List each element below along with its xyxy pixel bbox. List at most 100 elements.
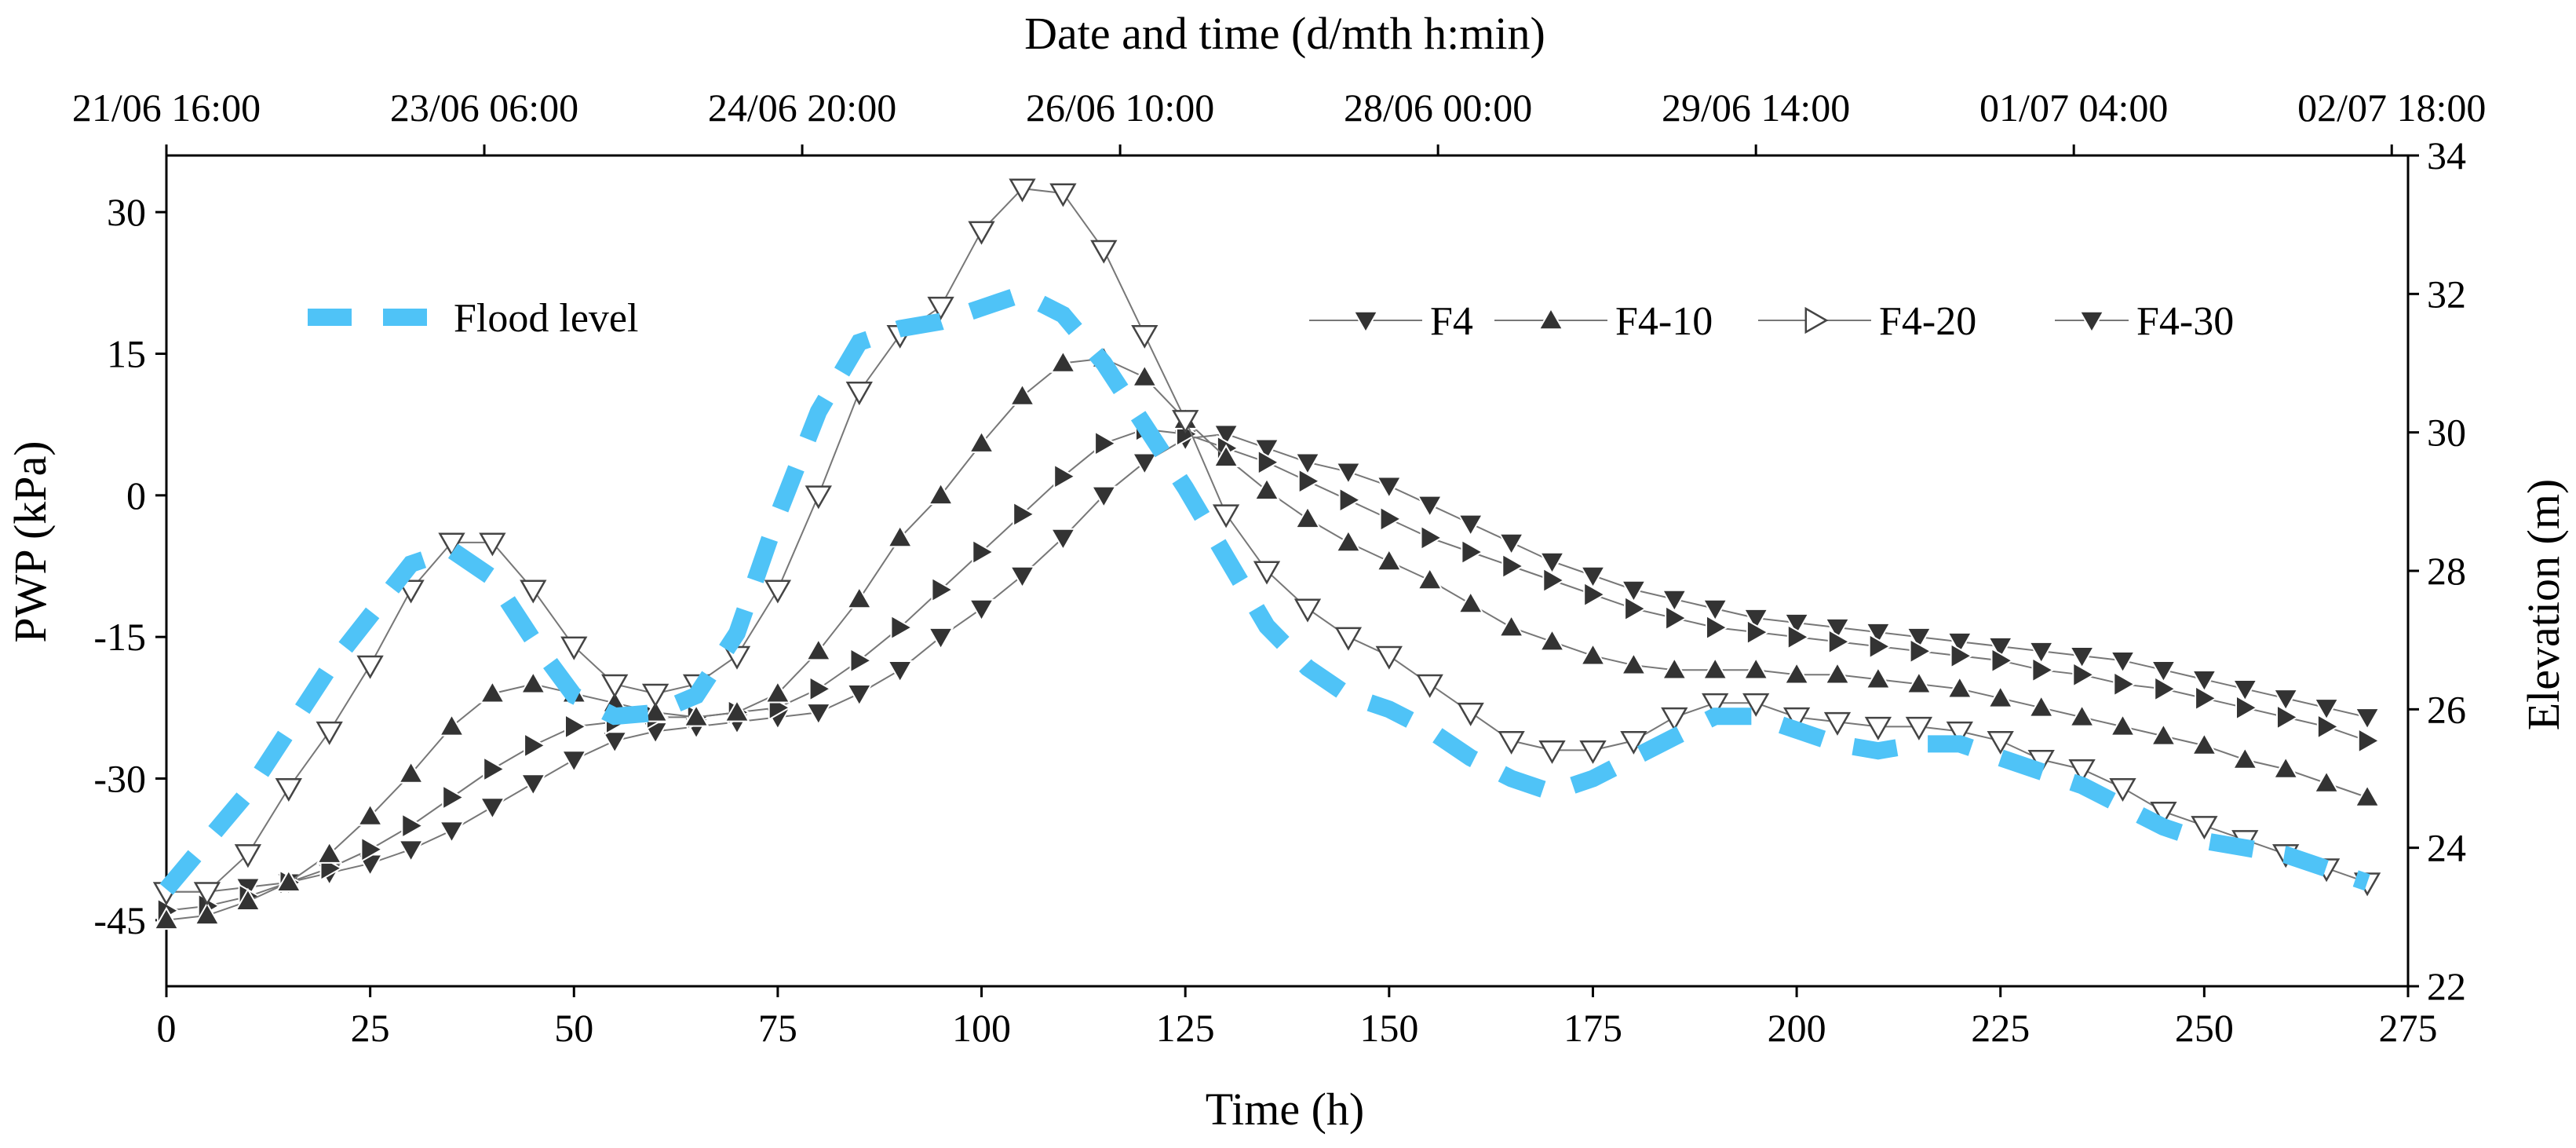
data-point [927,627,954,651]
data-point [1538,628,1566,652]
data-point [1827,628,1852,655]
data-point [846,586,873,609]
data-point [1457,590,1484,614]
data-point [641,683,670,707]
y-axis-title: PWP (kPa) [5,441,56,642]
data-point [1376,547,1403,572]
data-point [1379,506,1403,532]
data-point [1172,410,1199,434]
data-point [235,887,261,911]
data-point [1620,652,1647,675]
data-point [1213,444,1239,467]
data-point [2316,713,2341,740]
data-point [2231,679,2259,703]
legend-label: F4-20 [1879,299,1976,344]
data-point [1947,675,1973,699]
legend-entry-f4-30: F4-30 [2055,299,2234,344]
data-point [1624,595,1647,622]
data-point [397,839,425,863]
data-point [2354,784,2381,807]
data-point [972,539,995,565]
data-point [316,840,343,864]
data-point [2231,746,2259,770]
data-point [1824,661,1851,685]
top-axis-title: Date and time (d/mth h:min) [1024,8,1545,59]
data-point [886,524,914,548]
data-point [1947,631,1973,656]
data-point [479,797,506,821]
data-point [1294,505,1321,529]
y2-axis-title: Elevation (m) [2518,479,2569,731]
data-point [1782,707,1811,731]
legend: Flood level F4 F4-10 F4-20 F4-30 [308,296,2234,344]
data-point [2068,646,2096,670]
data-point [1946,721,1973,745]
y-tick-label: -45 [93,898,146,942]
data-point [1212,504,1240,528]
top-tick-label: 24/06 20:00 [708,86,896,130]
x-tick-label: 100 [952,1006,1011,1050]
legend-label: F4-10 [1615,299,1713,344]
data-point [890,614,914,641]
data-point [2068,704,2096,727]
legend-entry-f4-20: F4-20 [1758,299,1976,344]
x-tick-label: 150 [1359,1006,1418,1050]
data-point [1416,566,1443,590]
data-point [1498,614,1525,638]
data-point [397,579,425,604]
data-point [1297,468,1322,495]
data-point [2150,722,2177,746]
data-point [1987,685,2014,708]
x-tick-label: 0 [157,1006,177,1050]
data-point [845,382,873,406]
data-point [397,760,425,784]
data-point [1783,612,1810,637]
x-tick-label: 275 [2379,1006,2438,1050]
series-f4 [152,178,2381,906]
data-point [1457,702,1484,726]
data-point [1909,638,1932,664]
data-point [1049,349,1077,373]
series-f4-30 [153,424,2381,905]
data-point [564,713,588,740]
y2-tick-label: 30 [2427,411,2466,455]
data-point [1457,514,1484,537]
data-point [438,821,465,844]
data-point [1865,622,1892,646]
data-point [401,812,425,839]
data-point [1253,438,1280,462]
y-tick-label: 0 [126,473,146,517]
y2-tick-label: 26 [2427,687,2466,731]
x-tick-label: 250 [2175,1006,2234,1050]
legend-label: F4 [1430,299,1473,344]
data-point [805,703,832,726]
data-point [1376,476,1403,499]
x-tick-label: 225 [1971,1006,2030,1050]
legend-marker [1538,306,1564,331]
data-point [2191,732,2218,755]
data-point [524,732,547,759]
data-point [1620,579,1647,604]
y2-tick-label: 24 [2427,826,2466,870]
data-point [805,638,832,661]
top-tick-label: 21/06 16:00 [72,86,261,130]
data-point [1013,501,1036,528]
legend-marker [2078,310,2105,335]
data-point [2109,713,2136,737]
x-tick-label: 25 [351,1006,390,1050]
top-tick-label: 29/06 14:00 [1662,86,1850,130]
data-point [1338,487,1362,514]
data-point [483,755,506,783]
data-point [1987,636,2014,660]
data-point [360,835,384,863]
data-point [1906,627,1932,651]
data-point [1538,551,1566,576]
data-point [1498,532,1525,556]
data-point [1009,178,1036,203]
data-point [2313,770,2340,793]
top-tick-label: 28/06 00:00 [1344,86,1532,130]
legend-marker [1804,306,1829,335]
x-tick-label: 75 [758,1006,797,1050]
data-point [2195,685,2218,712]
